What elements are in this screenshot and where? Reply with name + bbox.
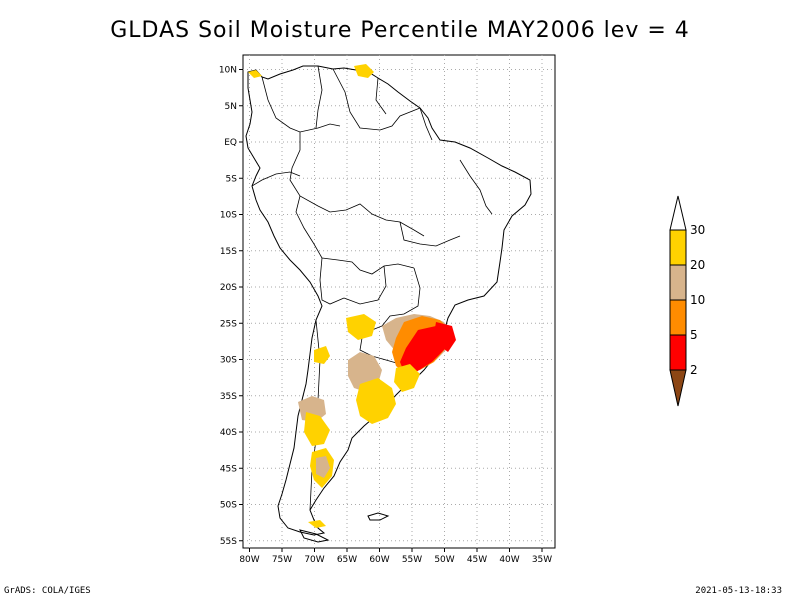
footer-timestamp: 2021-05-13-18:33 bbox=[695, 586, 782, 596]
lon-tick-label: 55W bbox=[402, 555, 422, 565]
continent-outline bbox=[245, 65, 532, 536]
lon-tick-label: 40W bbox=[499, 555, 519, 565]
legend-arrow-bottom bbox=[669, 369, 687, 407]
lon-tick-label: 50W bbox=[434, 555, 454, 565]
legend-box-5-10 bbox=[669, 299, 687, 336]
latitude-tick-labels: 10N 5N EQ 5S 10S 15S 20S 25S 30S 35S 40S 45S 50S 55S bbox=[219, 66, 237, 547]
anomaly-tan-andes bbox=[298, 396, 326, 422]
lat-tick-label: 45S bbox=[220, 464, 237, 474]
lat-tick-label: 55S bbox=[220, 537, 237, 547]
anomaly-yellow-tip bbox=[308, 520, 326, 528]
lat-tick-label: 5S bbox=[226, 174, 238, 184]
lat-tick-label: 40S bbox=[220, 428, 237, 438]
color-legend: 30 20 10 5 2 bbox=[669, 195, 705, 407]
anomaly-red-east bbox=[434, 322, 456, 352]
lon-tick-label: 65W bbox=[337, 555, 357, 565]
lat-tick-label: EQ bbox=[224, 138, 237, 148]
page-title: GLDAS Soil Moisture Percentile MAY2006 l… bbox=[110, 18, 690, 43]
footer-credit: GrADS: COLA/IGES bbox=[4, 586, 91, 596]
shaded-anomalies bbox=[248, 64, 456, 528]
anomaly-yellow-northwest bbox=[248, 70, 262, 78]
lat-tick-label: 20S bbox=[220, 283, 237, 293]
lat-tick-label: 30S bbox=[220, 356, 237, 366]
legend-label-10: 10 bbox=[690, 293, 705, 307]
anomaly-yellow-argentina bbox=[356, 378, 396, 424]
legend-box-2-5 bbox=[669, 334, 687, 371]
lon-tick-label: 60W bbox=[369, 555, 389, 565]
anomaly-yellow-andes bbox=[304, 412, 330, 446]
lon-tick-label: 70W bbox=[304, 555, 324, 565]
anomaly-tan-patagonia bbox=[316, 456, 330, 478]
lat-tick-label: 50S bbox=[220, 501, 237, 511]
legend-arrow-top bbox=[669, 195, 687, 231]
legend-label-5: 5 bbox=[690, 328, 698, 342]
anomaly-yellow-north bbox=[354, 64, 374, 78]
map-frame bbox=[242, 54, 556, 549]
anomaly-yellow-cordoba bbox=[314, 346, 330, 364]
longitude-tick-labels: 80W 75W 70W 65W 60W 55W 50W 45W 40W 35W bbox=[239, 555, 552, 565]
anomaly-yellow-uruguay bbox=[394, 364, 420, 392]
legend-label-20: 20 bbox=[690, 258, 705, 272]
lat-tick-label: 15S bbox=[220, 247, 237, 257]
lat-tick-label: 10N bbox=[219, 66, 237, 76]
lon-tick-label: 75W bbox=[272, 555, 292, 565]
lat-tick-label: 35S bbox=[220, 392, 237, 402]
anomaly-yellow-chaco bbox=[346, 314, 376, 340]
falkland-islands bbox=[367, 512, 390, 521]
lat-tick-label: 5N bbox=[225, 102, 237, 112]
lon-tick-label: 35W bbox=[532, 555, 552, 565]
lon-tick-label: 80W bbox=[239, 555, 259, 565]
lat-tick-label: 25S bbox=[220, 319, 237, 329]
legend-label-30: 30 bbox=[690, 223, 705, 237]
legend-box-20-30 bbox=[669, 229, 687, 266]
tierra-del-fuego bbox=[299, 529, 330, 543]
legend-label-2: 2 bbox=[690, 363, 698, 377]
lat-tick-label: 10S bbox=[220, 211, 237, 221]
legend-box-10-20 bbox=[669, 264, 687, 301]
lon-tick-label: 45W bbox=[467, 555, 487, 565]
